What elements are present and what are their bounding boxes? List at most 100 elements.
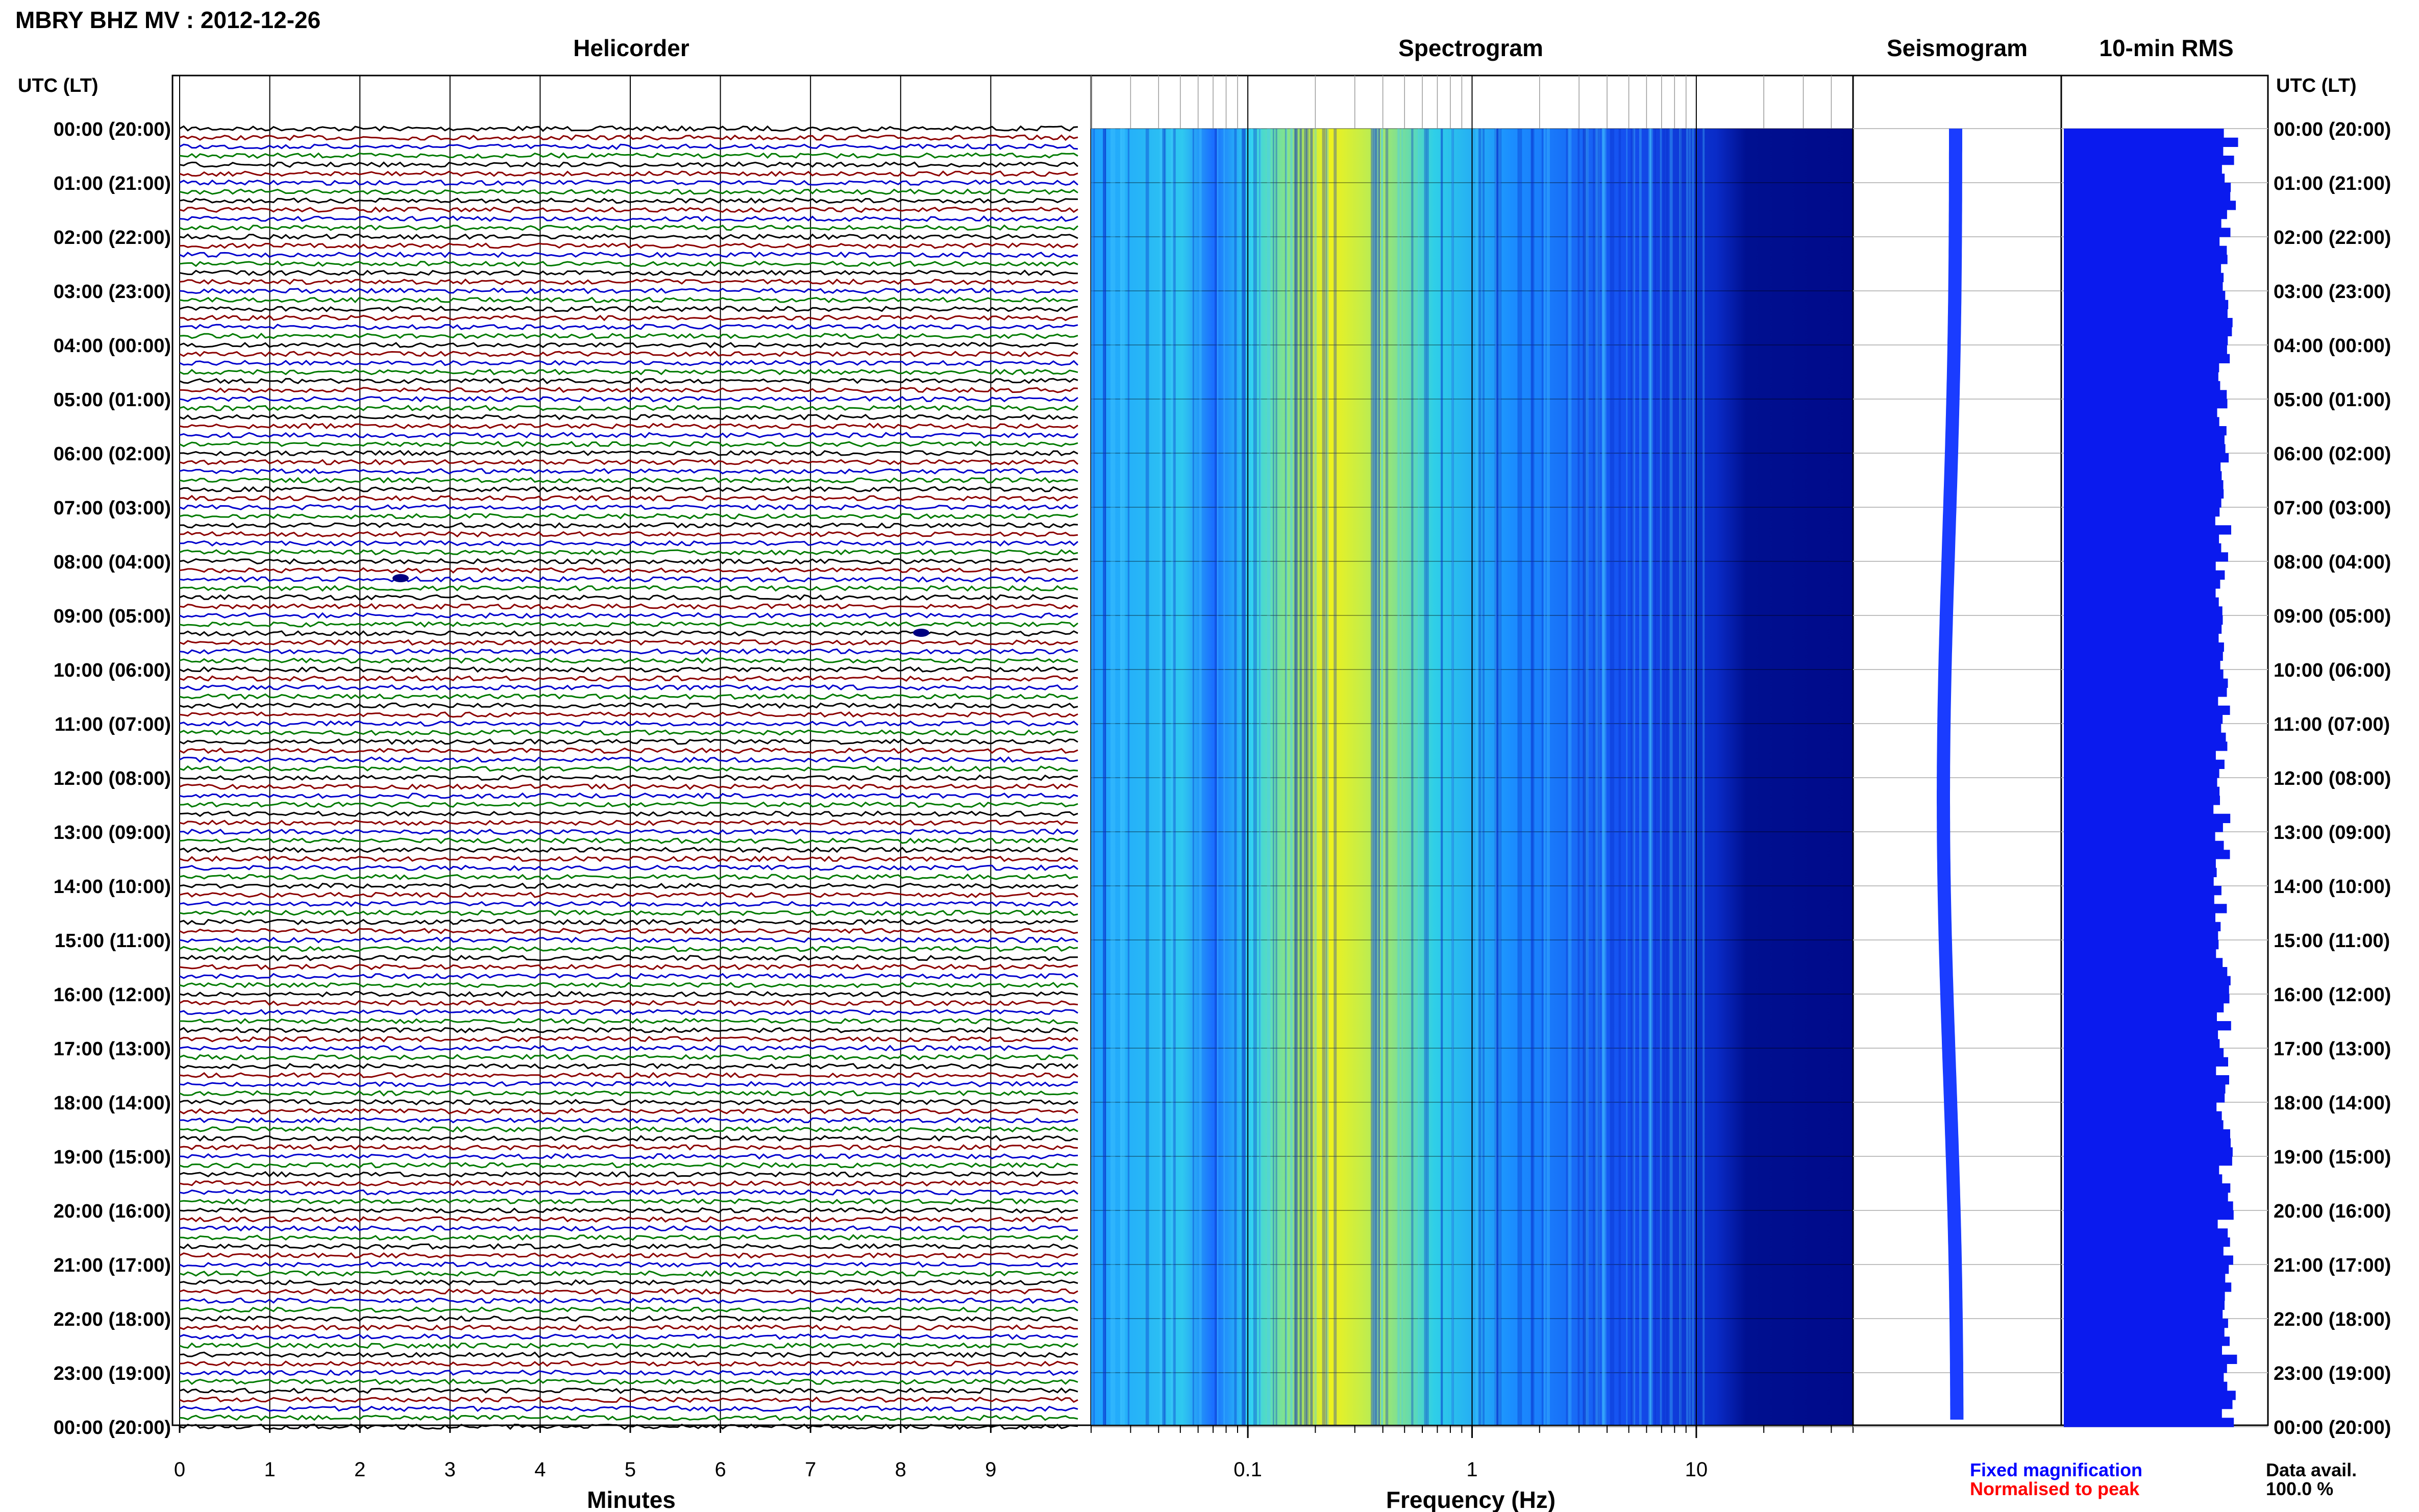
time-label-left: 20:00 (16:00) (54, 1201, 171, 1222)
rms-bar (2064, 408, 2217, 417)
helicorder-trace (179, 1072, 1078, 1079)
minute-tick-label: 9 (985, 1458, 996, 1481)
helicorder-trace (179, 1243, 1078, 1250)
helicorder-trace (179, 1225, 1078, 1232)
helicorder-trace (179, 423, 1078, 430)
rms-bar (2064, 1391, 2236, 1400)
helicorder-trace (179, 1099, 1078, 1106)
helicorder-trace (179, 1180, 1078, 1187)
rms-bar (2064, 823, 2223, 832)
minute-tick-label: 6 (714, 1458, 726, 1481)
time-label-left: 00:00 (20:00) (54, 1417, 171, 1439)
rms-bar (2064, 471, 2222, 481)
rms-bar (2064, 516, 2215, 526)
time-label-right: 00:00 (20:00) (2274, 1417, 2391, 1439)
rms-bar (2064, 732, 2226, 742)
helicorder-trace (179, 477, 1078, 484)
rms-bar (2064, 1093, 2225, 1103)
helicorder-trace (179, 251, 1078, 258)
rms-bar (2064, 840, 2224, 850)
rms-bar (2064, 606, 2223, 616)
minute-tick-label: 1 (264, 1458, 275, 1481)
helicorder-trace (179, 296, 1078, 304)
legend-fixed-magnification: Fixed magnification (1970, 1459, 2142, 1480)
helicorder-trace (179, 1261, 1078, 1268)
time-label-right: 04:00 (00:00) (2274, 335, 2391, 357)
rms-bar (2064, 1228, 2228, 1238)
helicorder-trace (179, 494, 1078, 502)
helicorder-trace (179, 1144, 1078, 1151)
rms-bar (2064, 1147, 2233, 1157)
rms-bar (2064, 525, 2231, 535)
helicorder-trace (179, 179, 1078, 186)
rms-bar (2064, 543, 2221, 553)
rms-bar (2064, 1084, 2226, 1094)
rms-bar (2064, 1373, 2224, 1382)
helicorder-trace (179, 585, 1078, 592)
rms-bar (2064, 832, 2215, 841)
rms-bar (2064, 534, 2219, 544)
helicorder-trace (179, 891, 1078, 898)
rms-bar (2064, 850, 2230, 859)
time-label-right: 15:00 (11:00) (2274, 930, 2390, 952)
seismogram-title: Seismogram (1887, 35, 2028, 61)
helicorder-trace (179, 1171, 1078, 1178)
rms-bar (2064, 1319, 2228, 1328)
helicorder-trace (179, 558, 1078, 565)
helicorder-trace (179, 756, 1078, 763)
rms-bar (2064, 642, 2224, 652)
rms-bar (2064, 237, 2220, 246)
rms-bar (2064, 1021, 2231, 1031)
rms-bar (2064, 372, 2218, 382)
helicorder-trace (179, 909, 1078, 916)
time-label-right: 18:00 (14:00) (2274, 1093, 2391, 1114)
helicorder-trace (179, 684, 1078, 691)
rms-bar (2064, 967, 2228, 977)
time-label-right: 20:00 (16:00) (2274, 1201, 2391, 1222)
rms-bar (2064, 1364, 2227, 1373)
helicorder-trace (179, 1189, 1078, 1196)
helicorder-trace (179, 378, 1078, 384)
rms-bar (2064, 1156, 2232, 1166)
helicorder-event (913, 629, 929, 637)
helicorder-trace (179, 612, 1078, 619)
time-label-right: 07:00 (03:00) (2274, 498, 2391, 519)
rms-bar (2064, 561, 2216, 571)
helicorder-trace (179, 1108, 1078, 1114)
helicorder-trace (179, 973, 1078, 979)
helicorder-trace (179, 1270, 1078, 1277)
helicorder-trace (179, 1414, 1078, 1421)
helicorder-trace (179, 269, 1078, 276)
rms-bar (2064, 272, 2224, 282)
rms-bar (2064, 210, 2227, 219)
rms-bar (2064, 697, 2218, 706)
time-axis-label-left: UTC (LT) (18, 75, 98, 96)
rms-bar (2064, 1400, 2233, 1409)
helicorder-trace (179, 1162, 1078, 1169)
helicorder-trace (179, 1288, 1078, 1295)
helicorder-trace (179, 666, 1078, 673)
time-axis-label-right: UTC (LT) (2276, 75, 2357, 96)
rms-bar (2064, 705, 2230, 715)
helicorder-trace (179, 828, 1079, 835)
helicorder-trace (179, 990, 1078, 998)
time-label-left: 22:00 (18:00) (54, 1309, 171, 1330)
rms-bar (2064, 1030, 2218, 1039)
helicorder-trace (179, 486, 1078, 493)
helicorder-trace (179, 188, 1078, 195)
helicorder-trace (179, 504, 1078, 511)
helicorder-trace (179, 432, 1079, 439)
rms-bar (2064, 1111, 2222, 1121)
minute-tick-label: 2 (354, 1458, 365, 1481)
rms-bar (2064, 904, 2227, 913)
helicorder-trace (179, 657, 1078, 664)
helicorder-trace (179, 1333, 1078, 1340)
rms-bar (2064, 741, 2228, 751)
helicorder-trace (179, 1081, 1078, 1087)
helicorder-trace (179, 1279, 1078, 1286)
rms-bar (2064, 318, 2233, 328)
rms-bar (2064, 300, 2229, 309)
rms-bar (2064, 1192, 2228, 1202)
helicorder-trace (179, 242, 1078, 249)
rms-bar (2064, 570, 2225, 580)
